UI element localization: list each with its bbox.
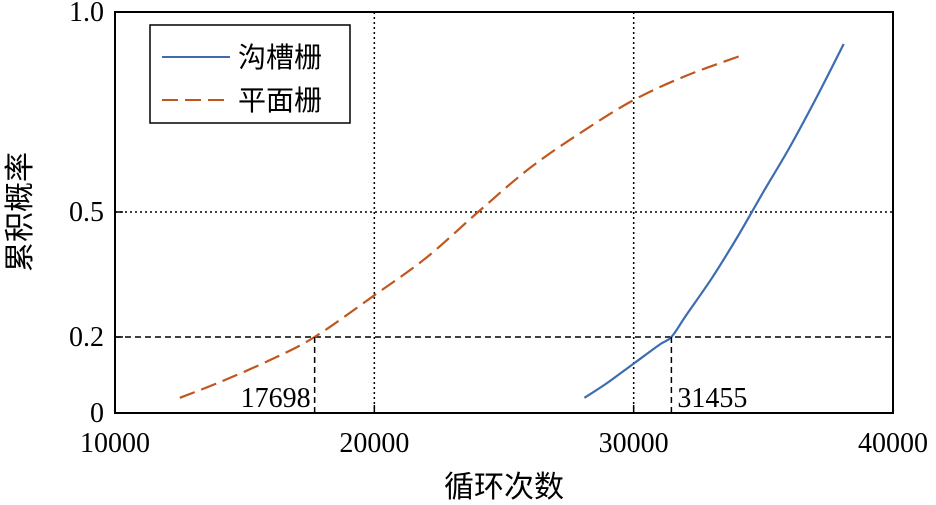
axis-ticks: 10000 20000 30000 40000 0 0.2 0.5 1.0 xyxy=(69,0,928,459)
grid-lines xyxy=(115,12,893,413)
x-tick-label: 40000 xyxy=(858,428,928,459)
annotation-label: 17698 xyxy=(241,383,311,414)
series-layer xyxy=(179,43,845,399)
x-tick-label: 30000 xyxy=(599,428,669,459)
legend-label-trench-gate: 沟槽栅 xyxy=(238,41,322,74)
legend-box xyxy=(149,24,351,124)
y-tick-label: 1.0 xyxy=(69,0,104,28)
annotation-label: 31455 xyxy=(677,383,747,414)
y-tick-label: 0.5 xyxy=(69,197,104,228)
x-tick-label: 20000 xyxy=(339,428,409,459)
legend: 沟槽栅 平面栅 xyxy=(149,24,351,124)
legend-label-planar-gate: 平面栅 xyxy=(238,84,322,117)
y-axis-title: 累积概率 xyxy=(3,152,38,272)
series-line-trench-gate xyxy=(583,43,845,399)
y-tick-label: 0 xyxy=(90,398,104,429)
series-line-planar-gate xyxy=(179,54,741,399)
annotations: 17698 31455 xyxy=(241,337,747,414)
y-tick-label: 0.2 xyxy=(69,322,104,353)
x-axis-title: 循环次数 xyxy=(444,470,564,505)
x-tick-label: 10000 xyxy=(80,428,150,459)
